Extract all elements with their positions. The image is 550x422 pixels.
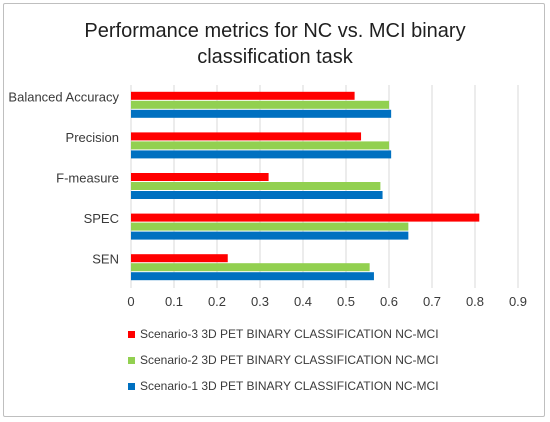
category-label: Precision xyxy=(66,130,119,145)
category-label: F-measure xyxy=(56,171,119,186)
x-tick-label: 0.9 xyxy=(509,294,527,309)
bar xyxy=(131,100,389,109)
bar xyxy=(131,109,392,118)
bar xyxy=(131,91,355,100)
x-tick-label: 0.7 xyxy=(423,294,441,309)
legend-swatch xyxy=(128,331,135,338)
chart-title-line-1: Performance metrics for NC vs. MCI binar… xyxy=(84,20,466,42)
bar xyxy=(131,254,228,263)
bar xyxy=(131,222,409,231)
x-tick-label: 0.1 xyxy=(165,294,183,309)
x-tick-label: 0.4 xyxy=(294,294,312,309)
bar xyxy=(131,263,370,272)
legend-swatch xyxy=(128,383,135,390)
bar xyxy=(131,191,383,199)
x-tick-label: 0.3 xyxy=(251,294,269,309)
x-tick-label: 0.8 xyxy=(466,294,484,309)
bar xyxy=(131,213,480,222)
bar xyxy=(131,141,389,150)
bar xyxy=(131,173,269,181)
bar xyxy=(131,231,409,240)
legend-label: Scenario-3 3D PET BINARY CLASSIFICATION … xyxy=(140,327,439,341)
bar xyxy=(131,182,381,190)
x-tick-label: 0.2 xyxy=(208,294,226,309)
legend-label: Scenario-2 3D PET BINARY CLASSIFICATION … xyxy=(140,353,439,367)
category-label: SEN xyxy=(92,252,119,267)
category-label: Balanced Accuracy xyxy=(8,89,119,104)
x-tick-label: 0.5 xyxy=(337,294,355,309)
chart-title-line-2: classification task xyxy=(197,46,353,68)
legend-swatch xyxy=(128,357,135,364)
x-tick-label: 0.6 xyxy=(380,294,398,309)
bar xyxy=(131,150,392,159)
category-label: SPEC xyxy=(84,211,119,226)
chart-frame xyxy=(3,3,545,417)
bar xyxy=(131,272,374,281)
legend-label: Scenario-1 3D PET BINARY CLASSIFICATION … xyxy=(140,379,439,393)
x-tick-label: 0 xyxy=(127,294,134,309)
bar xyxy=(131,132,362,141)
